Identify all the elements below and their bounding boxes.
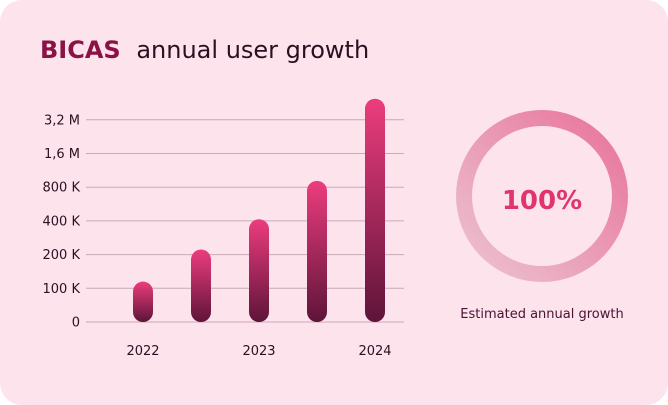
- x-tick-label: 2023: [242, 344, 275, 359]
- gridlines: [86, 119, 404, 323]
- x-tick-label: 2022: [126, 344, 159, 359]
- y-tick-label: 800 K: [43, 181, 81, 196]
- y-axis-ticks: 0 100 K 200 K 400 K 800 K 1,6 M 3,2 M: [43, 113, 81, 330]
- title-text: annual user growth: [136, 36, 370, 64]
- bar: [133, 281, 153, 322]
- chart-title: BICAS annual user growth: [40, 36, 369, 64]
- x-tick-label: 2024: [358, 344, 391, 359]
- bar: [249, 219, 269, 322]
- y-tick-label: 0: [72, 316, 80, 331]
- y-tick-label: 200 K: [43, 248, 81, 263]
- brand-name: BICAS: [40, 36, 121, 64]
- growth-ring: [456, 110, 628, 282]
- bar: [365, 98, 385, 322]
- bars: [133, 98, 385, 322]
- y-tick-label: 1,6 M: [44, 147, 80, 162]
- x-axis-ticks: 2022 2023 2024: [126, 344, 391, 359]
- y-tick-label: 3,2 M: [44, 113, 80, 128]
- bar: [307, 180, 327, 322]
- y-tick-label: 400 K: [43, 214, 81, 229]
- y-tick-label: 100 K: [43, 282, 81, 297]
- bar: [191, 249, 211, 322]
